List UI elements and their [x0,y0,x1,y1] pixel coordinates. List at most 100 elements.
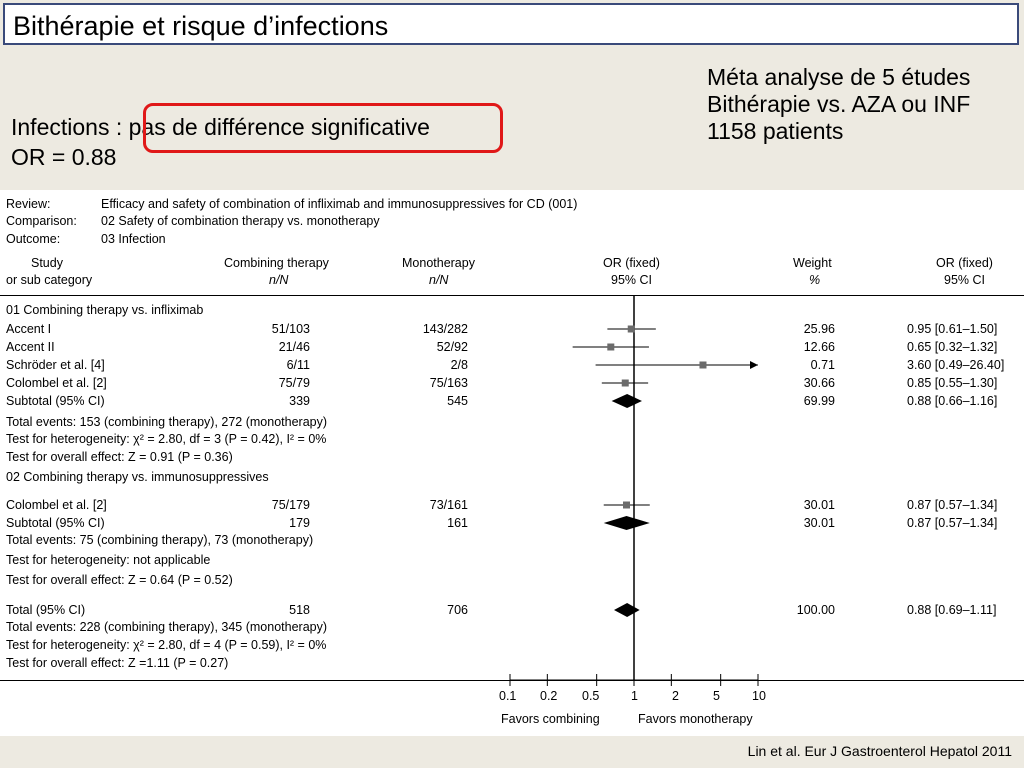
row-orci: 3.60 [0.49–26.40] [907,358,1005,372]
row-orci: 0.87 [0.57–1.34] [907,498,998,512]
slide-title-box: Bithérapie et risque d’infections [3,3,1019,45]
or-text: OR = 0.88 [11,144,117,170]
header-combining-nN: n/N [269,273,289,287]
axis-tick-label: 10 [752,689,766,703]
review-value: Efficacy and safety of combination of in… [101,197,578,211]
axis-tick-label: 1 [631,689,638,703]
row-comb: 518 [289,603,310,617]
row-mono: 706 [447,603,468,617]
favors-combining-label: Favors combining [501,712,600,726]
group2-title: 02 Combining therapy vs. immunosuppressi… [6,470,269,484]
outcome-value: 03 Infection [101,232,166,246]
group2-overall-effect: Test for overall effect: Z = 0.64 (P = 0… [6,573,233,587]
axis-tick-label: 0.5 [582,689,600,703]
header-ci-plot: 95% CI [611,273,652,287]
row-study: Colombel et al. [2] [6,376,107,390]
highlight-box [143,103,503,153]
row-mono: 52/92 [436,340,468,354]
favors-monotherapy-label: Favors monotherapy [638,712,753,726]
row-comb: 75/79 [278,376,310,390]
study-estimate-marker [621,379,629,387]
row-weight: 12.66 [803,340,835,354]
row-weight: 30.01 [803,516,835,530]
row-mono: 73/161 [429,498,468,512]
row-orci: 0.88 [0.69–1.11] [907,603,997,617]
header-weight: Weight [793,256,832,270]
axis-tick-label: 0.2 [540,689,558,703]
row-comb: 75/179 [271,498,310,512]
row-study: Accent I [6,322,52,336]
meta-line-2: Bithérapie vs. AZA ou INF [707,91,971,117]
group2-events: Total events: 75 (combining therapy), 73… [6,533,314,547]
slide-title: Bithérapie et risque d’infections [13,11,389,41]
row-orci: 0.65 [0.32–1.32] [907,340,998,354]
group1-heterogeneity: Test for heterogeneity: χ² = 2.80, df = … [6,432,327,446]
axis-tick-label: 2 [672,689,679,703]
row-study: Schröder et al. [4] [6,358,105,372]
row-mono: 2/8 [450,358,468,372]
header-combining: Combining therapy [224,256,329,270]
header-weight-pct: % [809,273,821,287]
row-comb: 51/103 [271,322,310,336]
infections-summary: Infections : pas de différence significa… [11,112,430,172]
row-mono: 75/163 [429,376,468,390]
ci-arrow [750,361,758,369]
total-heterogeneity: Test for heterogeneity: χ² = 2.80, df = … [6,638,327,652]
comparison-value: 02 Safety of combination therapy vs. mon… [101,214,380,228]
forest-plot-panel [0,190,1024,736]
total-overall-effect: Test for overall effect: Z =1.11 (P = 0.… [6,656,229,670]
header-subcategory: or sub category [6,273,93,287]
row-mono: 161 [447,516,468,530]
row-weight: 69.99 [803,394,835,408]
row-orci: 0.85 [0.55–1.30] [907,376,998,390]
row-comb: 179 [289,516,310,530]
row-weight: 30.01 [803,498,835,512]
header-monotherapy-nN: n/N [429,273,449,287]
axis-tick-label: 5 [713,689,720,703]
meta-line-3: 1158 patients [707,118,844,144]
comparison-label: Comparison: [6,214,77,228]
group1-overall-effect: Test for overall effect: Z = 0.91 (P = 0… [6,450,233,464]
row-weight: 100.00 [796,603,835,617]
group2-heterogeneity: Test for heterogeneity: not applicable [6,553,211,567]
row-orci: 0.95 [0.61–1.50] [907,322,998,336]
row-orci: 0.87 [0.57–1.34] [907,516,998,530]
header-divider [0,295,1024,296]
citation: Lin et al. Eur J Gastroenterol Hepatol 2… [747,743,1012,759]
group1-title: 01 Combining therapy vs. infliximab [6,303,204,317]
infections-label: Infections : [11,114,123,140]
row-weight: 25.96 [803,322,835,336]
meta-line-1: Méta analyse de 5 études [707,64,971,90]
group1-events: Total events: 153 (combining therapy), 2… [6,415,328,429]
pooled-estimate-diamond [611,394,642,408]
row-study: Accent II [6,340,55,354]
row-weight: 0.71 [810,358,835,372]
axis-tick-label: 0.1 [499,689,517,703]
meta-summary: Méta analyse de 5 études Bithérapie vs. … [707,64,970,145]
row-comb: 21/46 [278,340,310,354]
row-mono: 143/282 [422,322,468,336]
pooled-estimate-diamond [614,603,640,617]
total-events: Total events: 228 (combining therapy), 3… [6,620,328,634]
row-weight: 30.66 [803,376,835,390]
row-mono: 545 [447,394,468,408]
highlight-text: pas de différence significative [128,114,430,140]
row-orci: 0.88 [0.66–1.16] [907,394,998,408]
study-estimate-marker [627,325,635,333]
study-estimate-marker [607,343,615,351]
outcome-label: Outcome: [6,232,61,246]
header-orfixed-plot: OR (fixed) [603,256,660,270]
header-monotherapy: Monotherapy [402,256,475,270]
row-comb: 339 [289,394,310,408]
header-orfixed: OR (fixed) [936,256,993,270]
row-comb: 6/11 [286,358,310,372]
row-study: Total (95% CI) [6,603,86,617]
row-study: Colombel et al. [2] [6,498,107,512]
row-study: Subtotal (95% CI) [6,516,105,530]
row-study: Subtotal (95% CI) [6,394,105,408]
header-study: Study [31,256,63,270]
review-label: Review: [6,197,51,211]
header-ci: 95% CI [944,273,985,287]
study-estimate-marker [699,361,707,369]
